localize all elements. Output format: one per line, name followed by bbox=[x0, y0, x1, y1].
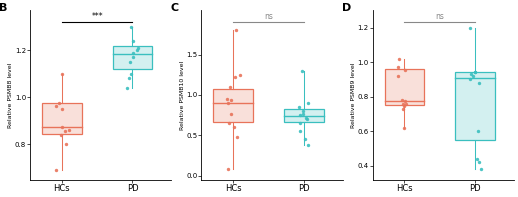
Text: C: C bbox=[170, 4, 179, 13]
Text: D: D bbox=[342, 4, 351, 13]
Point bbox=[398, 107, 407, 110]
Point bbox=[394, 74, 402, 77]
Point bbox=[227, 98, 235, 101]
Point bbox=[129, 51, 137, 54]
Point bbox=[474, 81, 483, 85]
Point bbox=[466, 78, 474, 81]
Point bbox=[62, 143, 70, 146]
Y-axis label: Relative PSMB10 level: Relative PSMB10 level bbox=[180, 60, 184, 130]
Point bbox=[398, 103, 407, 106]
Point bbox=[126, 60, 134, 64]
Bar bbox=[213, 89, 253, 122]
Point bbox=[303, 118, 311, 121]
Point bbox=[122, 86, 131, 89]
Bar bbox=[284, 109, 324, 122]
Bar bbox=[455, 72, 495, 140]
Point bbox=[471, 71, 479, 74]
Bar bbox=[113, 46, 152, 69]
Point bbox=[298, 69, 306, 72]
Point bbox=[57, 72, 66, 75]
Point bbox=[299, 113, 307, 116]
Y-axis label: Relative PSMB9 level: Relative PSMB9 level bbox=[351, 62, 356, 128]
Point bbox=[471, 70, 479, 73]
Point bbox=[65, 129, 73, 132]
Point bbox=[225, 85, 234, 88]
Point bbox=[475, 161, 483, 164]
Point bbox=[398, 98, 407, 102]
Point bbox=[227, 112, 235, 115]
Point bbox=[474, 130, 483, 133]
Point bbox=[473, 157, 481, 161]
Point bbox=[59, 125, 67, 128]
Point bbox=[395, 57, 403, 60]
Point bbox=[127, 72, 135, 75]
Point bbox=[233, 135, 241, 138]
Point bbox=[130, 56, 138, 59]
Point bbox=[477, 168, 485, 171]
Point bbox=[54, 102, 63, 105]
Text: ***: *** bbox=[91, 12, 103, 21]
Point bbox=[124, 77, 133, 80]
Point bbox=[224, 101, 233, 105]
Text: ns: ns bbox=[435, 12, 444, 21]
Point bbox=[128, 39, 137, 42]
Point bbox=[133, 49, 141, 52]
Point bbox=[225, 122, 234, 125]
Bar bbox=[213, 89, 253, 122]
Bar bbox=[385, 69, 424, 105]
Point bbox=[52, 169, 60, 172]
Point bbox=[296, 122, 305, 125]
Point bbox=[467, 73, 476, 76]
Point bbox=[127, 25, 136, 28]
Point bbox=[399, 105, 408, 108]
Point bbox=[61, 130, 69, 133]
Point bbox=[401, 99, 409, 103]
Y-axis label: Relative PSMB8 level: Relative PSMB8 level bbox=[8, 62, 13, 128]
Text: B: B bbox=[0, 4, 7, 13]
Bar bbox=[113, 46, 152, 69]
Bar bbox=[284, 109, 324, 122]
Point bbox=[295, 105, 303, 109]
Point bbox=[402, 102, 410, 105]
Point bbox=[301, 138, 309, 141]
Point bbox=[400, 126, 409, 129]
Point bbox=[236, 73, 244, 76]
Point bbox=[299, 110, 307, 113]
Point bbox=[301, 116, 310, 119]
Point bbox=[401, 68, 409, 72]
Bar bbox=[42, 103, 82, 134]
Text: ns: ns bbox=[264, 12, 273, 21]
Point bbox=[58, 108, 66, 111]
Bar bbox=[455, 72, 495, 140]
Point bbox=[394, 66, 402, 69]
Point bbox=[466, 26, 474, 29]
Bar bbox=[385, 69, 424, 105]
Bar bbox=[42, 103, 82, 134]
Point bbox=[223, 97, 231, 100]
Point bbox=[296, 130, 305, 133]
Point bbox=[231, 76, 239, 79]
Point bbox=[230, 126, 238, 129]
Point bbox=[57, 133, 65, 137]
Point bbox=[232, 29, 240, 32]
Point bbox=[304, 143, 312, 147]
Point bbox=[468, 74, 477, 77]
Point bbox=[134, 46, 142, 49]
Point bbox=[296, 113, 305, 117]
Point bbox=[304, 101, 312, 105]
Point bbox=[52, 104, 60, 107]
Point bbox=[224, 168, 233, 171]
